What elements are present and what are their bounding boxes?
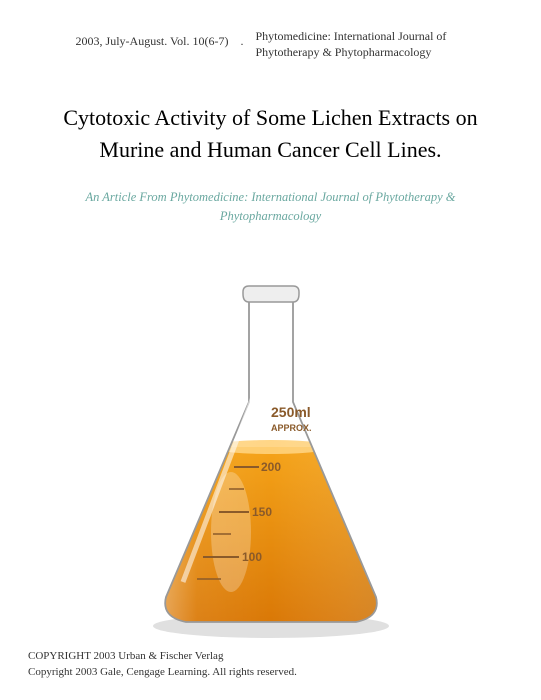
article-subtitle: An Article From Phytomedicine: Internati… <box>0 166 541 226</box>
flask-mark-100: 100 <box>242 550 262 564</box>
article-title: Cytotoxic Activity of Some Lichen Extrac… <box>0 60 541 166</box>
header-separator: . <box>240 28 243 49</box>
copyright-block: COPYRIGHT 2003 Urban & Fischer Verlag Co… <box>28 649 297 680</box>
flask-illustration: 250ml APPROX. 200 150 100 <box>131 282 411 642</box>
flask-capacity-label: 250ml <box>271 404 311 420</box>
header: 2003, July-August. Vol. 10(6-7) . Phytom… <box>0 0 541 60</box>
flask-lip <box>243 286 299 302</box>
flask-approx-label: APPROX. <box>271 423 312 433</box>
copyright-line-2: Copyright 2003 Gale, Cengage Learning. A… <box>28 665 297 680</box>
flask-mark-150: 150 <box>252 505 272 519</box>
flask-mark-200: 200 <box>261 460 281 474</box>
issue-info: 2003, July-August. Vol. 10(6-7) <box>76 28 229 49</box>
copyright-line-1: COPYRIGHT 2003 Urban & Fischer Verlag <box>28 649 297 664</box>
journal-name: Phytomedicine: International Journal of … <box>255 28 465 60</box>
